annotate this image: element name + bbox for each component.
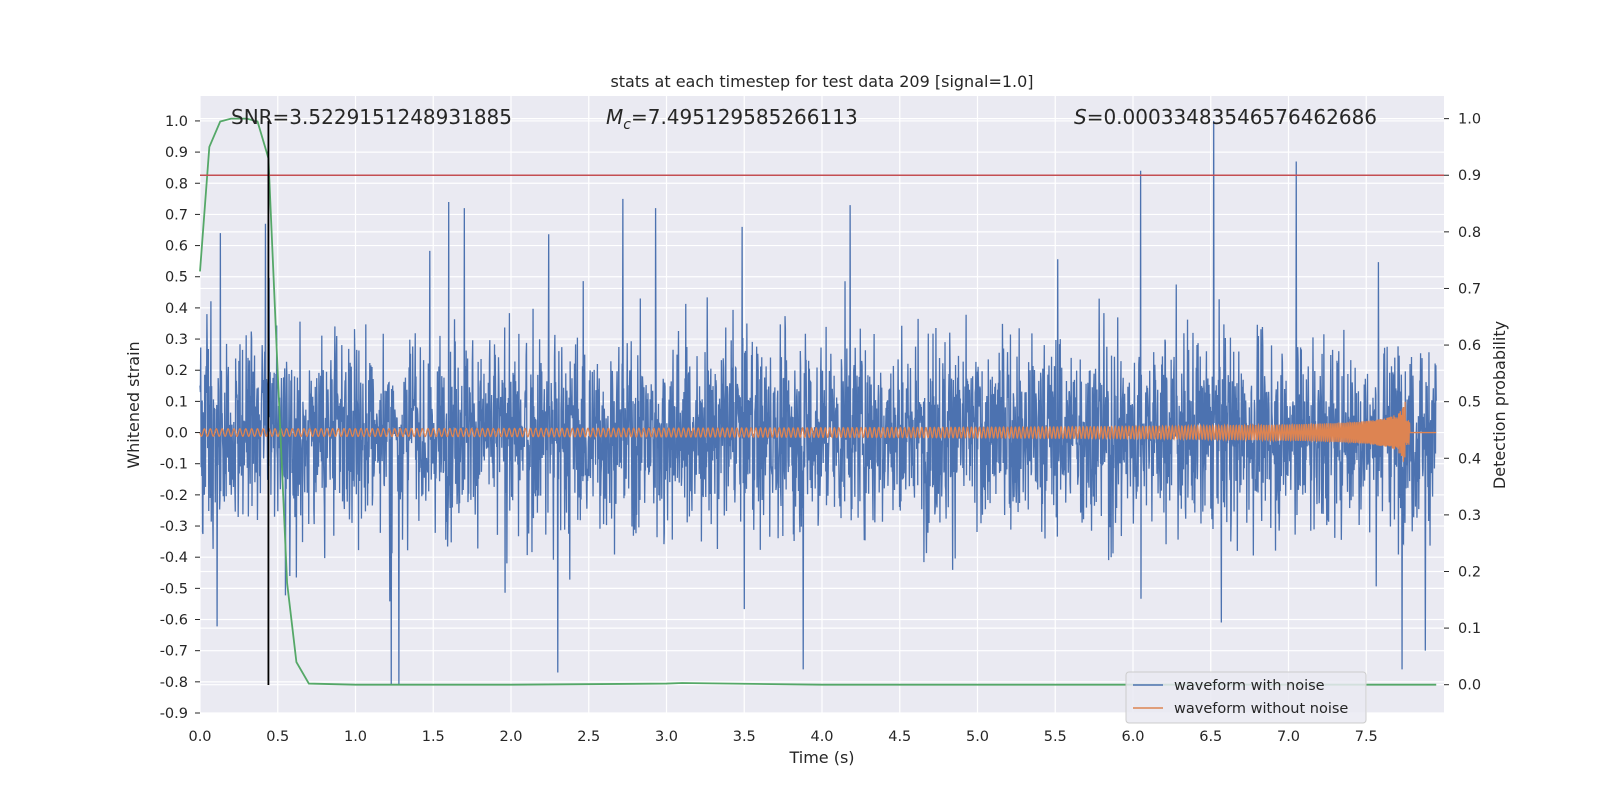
y-tick-label-left: 0.5 — [165, 270, 188, 286]
x-tick-label: 4.5 — [888, 729, 911, 745]
legend-box — [1125, 671, 1367, 724]
x-axis-label: Time (s) — [788, 748, 854, 767]
x-tick-label: 2.5 — [577, 729, 600, 745]
y-tick-label-right: 0.5 — [1458, 395, 1481, 411]
snr-annotation: SNR=3.5229151248931885 — [231, 105, 512, 129]
y-tick-label-left: -0.5 — [160, 581, 188, 597]
y-tick-label-right: 0.1 — [1458, 621, 1481, 637]
x-tick-label: 5.5 — [1044, 729, 1067, 745]
x-tick-label: 7.0 — [1277, 729, 1300, 745]
y-tick-label-left: 0.6 — [165, 239, 188, 255]
y-axis-label-left: Whitened strain — [124, 341, 143, 468]
x-tick-label: 4.0 — [810, 729, 833, 745]
legend-label-clean: waveform without noise — [1174, 701, 1348, 717]
y-tick-label-right: 0.0 — [1458, 678, 1481, 694]
y-tick-label-left: -0.9 — [160, 706, 188, 722]
series-waveform-without-noise — [199, 401, 1437, 462]
y-tick-label-left: -0.1 — [160, 457, 188, 473]
chirp-mass-annotation: Mc=7.495129585266113 — [606, 105, 858, 133]
x-tick-label: 6.0 — [1121, 729, 1144, 745]
y-tick-label-left: 0.4 — [165, 301, 188, 317]
y-tick-label-left: -0.7 — [160, 644, 188, 660]
y-tick-label-left: -0.4 — [160, 550, 188, 566]
ticks: 0.0 0.5 1.0 1.5 2.0 2.5 3.0 3.5 4.0 4.5 5.0 5.5 6.0 6… — [160, 112, 1481, 745]
y-tick-label-left: -0.3 — [160, 519, 188, 535]
x-tick-label: 1.0 — [344, 729, 367, 745]
legend-label-noisy: waveform with noise — [1174, 678, 1325, 694]
x-tick-label: 2.0 — [499, 729, 522, 745]
y-tick-label-left: 1.0 — [165, 114, 188, 130]
line-detection-probability — [199, 117, 1437, 686]
y-tick-label-left: 0.9 — [165, 145, 188, 161]
chart-title: stats at each timestep for test data 209… — [610, 72, 1033, 91]
y-axis-label-right: Detection probability — [1490, 321, 1509, 489]
x-tick-label: 3.0 — [655, 729, 678, 745]
y-tick-label-right: 0.8 — [1458, 225, 1481, 241]
x-tick-label: 0.0 — [188, 729, 211, 745]
y-tick-label-right: 0.6 — [1458, 338, 1481, 354]
y-tick-label-right: 0.2 — [1458, 564, 1481, 580]
y-tick-label-right: 0.3 — [1458, 508, 1481, 524]
legend: waveform with noise waveform without noi… — [1125, 671, 1367, 724]
x-tick-label: 7.5 — [1355, 729, 1378, 745]
y-tick-label-left: -0.2 — [160, 488, 188, 504]
x-tick-label: 3.5 — [733, 729, 756, 745]
y-tick-label-right: 0.9 — [1458, 168, 1481, 184]
y-tick-label-left: 0.2 — [165, 363, 188, 379]
y-tick-label-right: 0.4 — [1458, 451, 1481, 467]
y-tick-label-left: 0.3 — [165, 332, 188, 348]
y-tick-label-right: 0.7 — [1458, 281, 1481, 297]
x-tick-label: 1.5 — [422, 729, 445, 745]
y-tick-label-left: 0.1 — [165, 394, 188, 410]
s-annotation: S=0.00033483546576462686 — [1074, 105, 1377, 129]
y-tick-label-left: -0.6 — [160, 613, 188, 629]
x-tick-label: 6.5 — [1199, 729, 1222, 745]
x-tick-label: 0.5 — [266, 729, 289, 745]
y-tick-label-right: 1.0 — [1458, 112, 1481, 128]
overlays — [200, 120, 1444, 685]
y-tick-label-left: 0.8 — [165, 176, 188, 192]
line-waveform-without-noise — [199, 401, 1437, 462]
y-tick-label-left: -0.8 — [160, 675, 188, 691]
y-tick-label-left: 0.7 — [165, 207, 188, 223]
x-tick-label: 5.0 — [966, 729, 989, 745]
y-tick-label-left: 0.0 — [165, 426, 188, 442]
series-detection-probability — [199, 117, 1437, 686]
